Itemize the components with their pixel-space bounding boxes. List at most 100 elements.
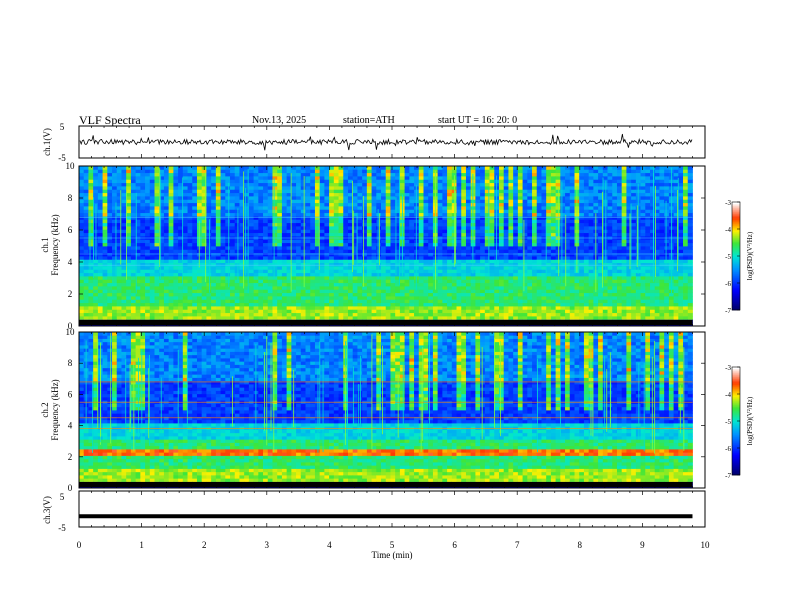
spectrogram-cell [503, 306, 509, 310]
spectrogram-cell [253, 259, 259, 264]
spectrogram-cell [465, 186, 472, 190]
spectrogram-cell [461, 229, 467, 234]
spectrogram-cell [456, 262, 462, 267]
spectrogram-cell [456, 222, 462, 227]
spectrogram-cell [296, 249, 302, 254]
spectrogram-cell [79, 256, 85, 260]
spectrogram-cell [286, 296, 292, 300]
spectrogram-cell [484, 296, 490, 300]
spectrogram-cell [163, 279, 170, 284]
spectrogram-cell [163, 209, 170, 214]
spectrogram-cell [475, 302, 481, 307]
spectrogram-cell [168, 239, 174, 244]
spectrogram-cell [333, 306, 339, 310]
spectrogram-cell [428, 306, 434, 310]
spectrogram-cell [319, 166, 325, 170]
spectrogram-cell [319, 279, 325, 284]
spectrogram-cell [517, 262, 523, 267]
spectrogram-cell [456, 306, 462, 310]
spectrogram-cell [366, 179, 372, 184]
spectrogram-cell [300, 279, 306, 284]
spectrogram-cell [532, 296, 538, 300]
spectrogram-cell [329, 216, 335, 220]
spectrogram-cell [527, 189, 533, 194]
spectrogram-cell [494, 272, 500, 277]
spectrogram-cell [263, 262, 269, 267]
spectrogram-cell [263, 302, 269, 307]
spectrogram-cell [215, 172, 221, 177]
spectrogram-cell [381, 249, 387, 254]
spectrogram-cell [277, 169, 283, 174]
spectrogram-cell [159, 252, 165, 257]
spectrogram-cell [192, 216, 198, 220]
spectrogram-cell [357, 286, 363, 290]
spectrogram-cell [399, 176, 406, 180]
spectrogram-cell [475, 306, 481, 310]
spectrogram-cell [536, 206, 542, 210]
spectrogram-cell [281, 169, 288, 174]
spectrogram-cell [404, 252, 410, 257]
spectrogram-cell [248, 289, 255, 294]
spectrogram-cell [314, 196, 321, 200]
spectrogram-cell [347, 262, 354, 267]
spectrogram-cell [513, 219, 519, 224]
spectrogram-cell [357, 302, 363, 307]
spectrogram-cell [347, 249, 354, 254]
spectrogram-cell [159, 239, 165, 244]
spectrogram-cell [130, 189, 137, 194]
spectrogram-cell [130, 242, 137, 247]
spectrogram-cell [461, 209, 467, 214]
spectrogram-cell [376, 232, 382, 237]
spectrogram-cell [149, 292, 155, 297]
spectrogram-cell [546, 179, 552, 184]
spectrogram-cell [310, 219, 316, 224]
spectrogram-cell [475, 272, 481, 277]
spectrogram-cell [343, 169, 349, 174]
spectrogram-cell [220, 179, 226, 184]
spectrogram-cell [83, 219, 89, 224]
spectrogram-cell [456, 192, 462, 197]
spectrogram-cell [536, 302, 542, 307]
spectrogram-cell [79, 189, 85, 194]
spectrogram-cell [494, 296, 500, 300]
spectrogram-cell [159, 232, 165, 237]
spectrogram-cell [83, 222, 89, 227]
spectrogram-cell [371, 232, 377, 237]
spectrogram-cell [546, 262, 552, 267]
spectrogram-cell [475, 279, 481, 284]
spectrogram-cell [536, 289, 542, 294]
spectrogram-cell [281, 256, 288, 260]
spectrogram-cell [130, 262, 137, 267]
spectrogram-cell [494, 276, 500, 280]
spectrogram-cell [442, 166, 448, 170]
spectrogram-cell [371, 196, 377, 200]
spectrogram-cell [286, 206, 292, 210]
spectrogram-cell [248, 206, 255, 210]
spectrogram-cell [418, 219, 424, 224]
spectrogram-cell [149, 179, 155, 184]
spectrogram-cell [211, 186, 217, 190]
spectrogram-cell [423, 289, 429, 294]
spectrogram-cell [173, 212, 179, 217]
spectrogram-cell [465, 272, 472, 277]
spectrogram-cell [112, 222, 118, 227]
spectrogram-cell [88, 226, 94, 230]
spectrogram-cell [385, 282, 391, 287]
spectrogram-cell [371, 309, 377, 314]
spectrogram-cell [362, 286, 368, 290]
spectrogram-cell [201, 256, 207, 260]
spectrogram-cell [461, 172, 467, 177]
spectrogram-cell [324, 189, 330, 194]
spectrogram-cell [182, 246, 188, 250]
spectrogram-cell [546, 182, 552, 187]
spectrogram-cell [513, 176, 519, 180]
spectrogram-cell [230, 276, 236, 280]
spectrogram-cell [211, 292, 217, 297]
spectrogram-cell [423, 259, 429, 264]
spectrogram-cell [343, 249, 349, 254]
spectrogram-cell [517, 196, 523, 200]
spectrogram-cell [319, 262, 325, 267]
spectrogram-cell [305, 222, 311, 227]
spectrogram-cell [484, 219, 490, 224]
spectrogram-cell [338, 309, 344, 314]
